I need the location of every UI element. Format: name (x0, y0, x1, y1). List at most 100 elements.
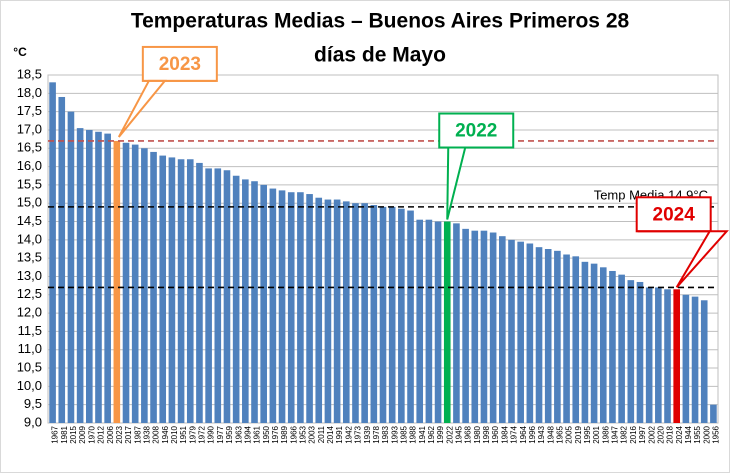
x-tick-label: 1951 (179, 425, 188, 443)
x-tick-label: 1945 (455, 425, 464, 443)
bar (269, 188, 277, 423)
x-tick-label: 1986 (601, 425, 610, 443)
x-tick-label: 1999 (436, 425, 445, 443)
bar (425, 219, 433, 423)
bar (535, 247, 543, 423)
x-tick-label: 1980 (473, 425, 482, 443)
bar (581, 261, 589, 423)
x-tick-label: 1956 (712, 425, 721, 443)
x-tick-label: 2012 (97, 425, 106, 443)
x-tick-label: 1988 (409, 425, 418, 443)
x-tick-label: 2011 (317, 425, 326, 443)
bar (453, 223, 460, 423)
bar (691, 296, 699, 423)
y-tick-label: 15,5 (17, 176, 42, 191)
y-tick-label: 9,5 (24, 396, 42, 411)
x-tick-label: 2014 (326, 425, 335, 443)
bar (489, 232, 497, 423)
x-tick-label: 1961 (253, 425, 262, 443)
x-tick-label: 1968 (464, 425, 473, 443)
bar (278, 190, 286, 423)
bar (159, 155, 167, 423)
x-tick-label: 2000 (702, 425, 711, 443)
bar (599, 267, 607, 423)
x-tick-label: 2008 (152, 425, 161, 443)
callout-pointer (675, 230, 729, 288)
bar (563, 254, 570, 423)
x-tick-label: 1946 (161, 425, 170, 443)
bar (416, 219, 424, 423)
bar (58, 96, 66, 424)
bar (664, 289, 671, 423)
x-tick-label: 1987 (133, 425, 142, 443)
bar (352, 203, 359, 423)
bar (251, 181, 258, 423)
bar (85, 129, 93, 423)
bar (618, 274, 625, 423)
bar (434, 221, 442, 423)
x-tick-label: 1990 (207, 425, 216, 443)
x-tick-label: 1953 (299, 425, 308, 443)
callout: 2022 (438, 112, 515, 220)
bar (104, 133, 111, 423)
bar (544, 249, 552, 423)
bar (131, 144, 139, 423)
x-tick-label: 2016 (629, 425, 638, 443)
x-tick-label: 2003 (308, 425, 317, 443)
bar (682, 294, 690, 423)
bar (407, 210, 414, 423)
x-tick-label: 1979 (188, 425, 197, 443)
bar (710, 404, 717, 423)
x-tick-label: 2005 (565, 425, 574, 443)
y-tick-label: 16,5 (17, 140, 42, 155)
bar (636, 281, 644, 423)
bar (700, 300, 708, 423)
bar (67, 111, 75, 423)
x-tick-label: 1974 (510, 425, 519, 443)
x-tick-label: 2017 (124, 425, 133, 443)
x-tick-label: 1965 (555, 425, 564, 443)
x-tick-label: 2009 (78, 425, 87, 443)
y-tick-label: 11,0 (18, 341, 42, 356)
bar (223, 170, 231, 423)
bar (590, 263, 598, 423)
bar (196, 162, 203, 424)
x-tick-label: 1973 (354, 425, 363, 443)
x-tick-label: 1963 (234, 425, 243, 443)
bar (480, 230, 488, 423)
bar (342, 201, 350, 423)
x-tick-label: 1960 (491, 425, 500, 443)
x-tick-label: 1962 (427, 425, 436, 443)
x-tick-label: 1997 (638, 425, 647, 443)
x-tick-label: 2022 (445, 425, 454, 443)
bar (673, 289, 681, 423)
bar (655, 287, 662, 423)
bar (168, 157, 176, 423)
y-tick-label: 18,5 (17, 66, 42, 81)
callout-label: 2024 (653, 204, 696, 225)
bar (95, 131, 102, 424)
x-tick-label: 1959 (225, 425, 234, 443)
bar (205, 168, 212, 423)
bar (609, 270, 616, 423)
x-tick-label: 1978 (372, 425, 381, 443)
x-tick-label: 2015 (69, 425, 78, 443)
bar (315, 197, 323, 423)
bar (232, 175, 240, 423)
bar (462, 228, 469, 423)
bar (370, 205, 378, 423)
x-tick-label: 1976 (271, 425, 280, 443)
y-tick-label: 14,0 (17, 231, 42, 246)
bar (141, 148, 148, 423)
bar (554, 250, 561, 423)
chart-title: Temperaturas Medias – Buenos Aires Prime… (131, 10, 630, 33)
bar (297, 192, 304, 423)
x-tick-label: 1989 (280, 425, 289, 443)
bar (398, 208, 405, 423)
x-tick-label: 1982 (620, 425, 629, 443)
x-tick-label: 1998 (482, 425, 491, 443)
callout-label: 2023 (159, 54, 201, 75)
bar (517, 241, 524, 423)
bar (443, 221, 451, 423)
